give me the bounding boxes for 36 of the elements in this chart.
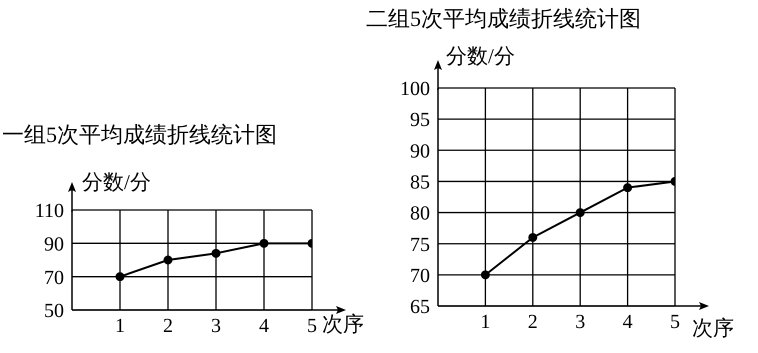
x-tick-label: 5: [670, 311, 680, 334]
y-axis-title: 分数/分: [82, 169, 151, 196]
point: [480, 270, 490, 280]
x-tick-label: 3: [211, 315, 221, 338]
chart-title: 一组5次平均成绩折线统计图: [2, 121, 277, 149]
x-tick-label: 1: [480, 311, 490, 334]
point: [576, 208, 585, 218]
y-tick-label: 85: [410, 172, 430, 194]
chart-title: 二组5次平均成绩折线统计图: [366, 5, 641, 33]
x-tick-label: 5: [307, 315, 317, 338]
x-tick-label: 2: [163, 315, 173, 338]
y-tick-label: 95: [410, 109, 430, 132]
y-tick-label: 70: [410, 264, 430, 287]
point: [528, 232, 538, 242]
x-tick-label: 4: [622, 311, 633, 334]
y-tick-label: 80: [410, 202, 430, 225]
point: [164, 256, 172, 264]
x-tick-label: 3: [575, 311, 586, 334]
y-tick-label: 110: [34, 200, 64, 222]
y-tick-label: 70: [44, 266, 64, 289]
x-axis-title: 次序: [322, 311, 364, 338]
point: [260, 238, 268, 248]
x-tick-label: 2: [528, 311, 538, 334]
x-tick-label: 1: [115, 315, 125, 338]
y-axis-title: 分数/分: [446, 43, 515, 70]
x-axis-title: 次序: [692, 315, 734, 342]
y-tick-label: 90: [410, 140, 430, 162]
y-tick-label: 65: [410, 296, 430, 318]
point: [623, 183, 632, 192]
y-tick-label: 100: [400, 78, 430, 100]
point: [116, 272, 124, 282]
point: [212, 248, 220, 258]
x-tick-label: 4: [259, 315, 269, 338]
y-tick-label: 50: [44, 300, 64, 322]
y-tick-label: 90: [44, 233, 64, 256]
y-tick-label: 75: [410, 234, 430, 256]
